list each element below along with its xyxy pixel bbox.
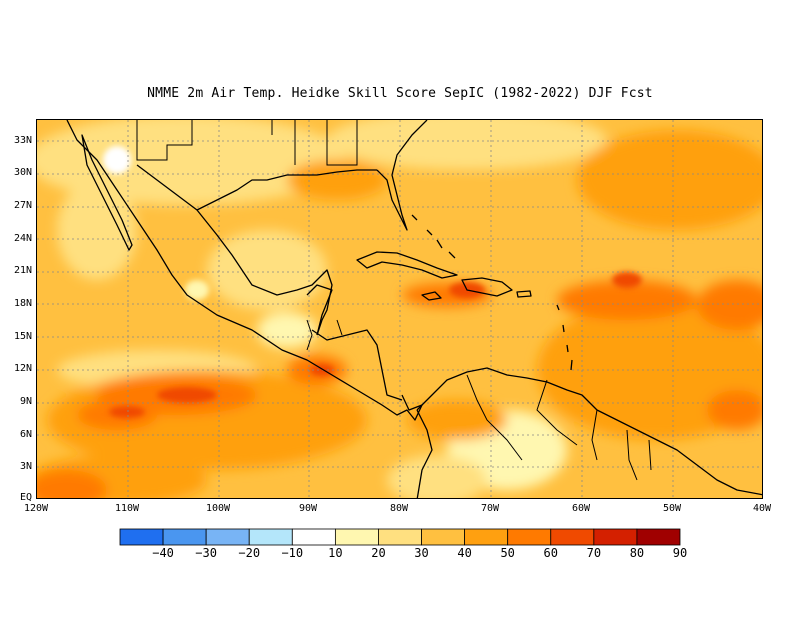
colorbar <box>119 528 681 546</box>
political-borders <box>136 120 652 481</box>
colorbar-label: 50 <box>500 546 515 560</box>
y-tick-label: 33N <box>13 135 32 146</box>
colorbar-label: 20 <box>371 546 386 560</box>
map-plot-area <box>36 119 763 499</box>
colorbar-label: 70 <box>586 546 602 560</box>
x-tick-label: 100W <box>205 503 231 514</box>
y-tick-label: 12N <box>13 363 32 374</box>
colorbar-swatch <box>205 528 250 546</box>
high-skill-cores <box>103 146 642 418</box>
colorbar-swatch <box>550 528 595 546</box>
y-tick-label: 6N <box>19 429 32 440</box>
y-tick-label: 30N <box>13 167 32 178</box>
x-tick-label: 110W <box>114 503 140 514</box>
y-tick-label: EQ <box>19 492 32 503</box>
colorbar-label: 30 <box>414 546 429 560</box>
x-tick-label: 80W <box>389 503 409 514</box>
lat-lon-grid <box>37 120 762 498</box>
x-tick-label: 90W <box>298 503 318 514</box>
colorbar-swatch <box>291 528 336 546</box>
colorbar-label: 10 <box>328 546 343 560</box>
colorbar-swatch <box>464 528 509 546</box>
x-tick-label: 50W <box>662 503 682 514</box>
colorbar-label: −40 <box>152 546 174 560</box>
x-tick-label: 40W <box>752 503 772 514</box>
y-tick-label: 3N <box>19 461 32 472</box>
colorbar-label: −30 <box>195 546 217 560</box>
x-tick-label: 70W <box>480 503 500 514</box>
colorbar-swatch <box>421 528 466 546</box>
colorbar-label: 60 <box>543 546 558 560</box>
colorbar-label: 80 <box>629 546 645 560</box>
colorbar-swatch <box>248 528 293 546</box>
colorbar-swatch <box>334 528 379 546</box>
y-tick-label: 27N <box>13 200 32 211</box>
skill-field <box>37 120 762 498</box>
colorbar-swatch <box>119 528 164 546</box>
y-tick-label: 24N <box>13 233 32 244</box>
y-tick-label: 15N <box>13 331 32 342</box>
x-tick-label: 120W <box>23 503 49 514</box>
y-tick-label: 21N <box>13 265 32 276</box>
colorbar-swatch <box>593 528 638 546</box>
y-tick-label: 9N <box>19 396 32 407</box>
x-tick-label: 60W <box>571 503 591 514</box>
skill-score-map <box>37 120 762 498</box>
coastlines <box>66 120 762 498</box>
colorbar-label: 40 <box>457 546 472 560</box>
colorbar-swatch <box>162 528 207 546</box>
y-tick-label: 18N <box>13 298 32 309</box>
colorbar-label: −10 <box>281 546 304 560</box>
chart-title: NMME 2m Air Temp. Heidke Skill Score Sep… <box>147 86 653 101</box>
colorbar-swatch <box>636 528 681 546</box>
colorbar-label: −20 <box>238 546 261 560</box>
colorbar-swatch <box>378 528 422 546</box>
colorbar-swatch <box>507 528 552 546</box>
colorbar-label: 90 <box>672 546 688 560</box>
